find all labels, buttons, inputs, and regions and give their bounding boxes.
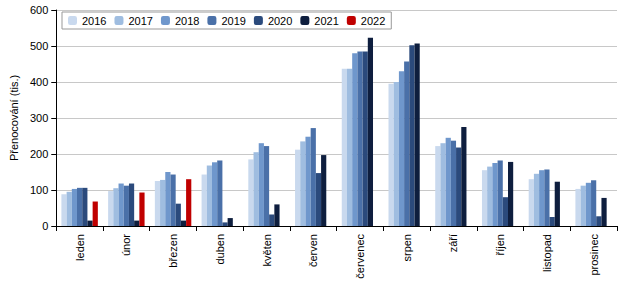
- svg-text:březen: březen: [167, 234, 179, 268]
- svg-text:leden: leden: [74, 234, 86, 261]
- svg-text:2017: 2017: [128, 15, 152, 27]
- svg-text:100: 100: [30, 184, 48, 196]
- svg-text:srpen: srpen: [401, 234, 413, 262]
- svg-text:2018: 2018: [175, 15, 199, 27]
- svg-text:2019: 2019: [221, 15, 245, 27]
- svg-text:2021: 2021: [314, 15, 338, 27]
- svg-text:2016: 2016: [82, 15, 106, 27]
- svg-text:2020: 2020: [268, 15, 292, 27]
- svg-text:300: 300: [30, 112, 48, 124]
- svg-text:2022: 2022: [361, 15, 385, 27]
- svg-text:červenec: červenec: [354, 234, 366, 279]
- svg-text:září: září: [447, 234, 459, 252]
- svg-text:600: 600: [30, 4, 48, 16]
- svg-text:prosinec: prosinec: [588, 234, 600, 276]
- svg-text:červen: červen: [307, 234, 319, 267]
- svg-text:Přenocování (tis.): Přenocování (tis.): [8, 75, 20, 161]
- svg-text:květen: květen: [261, 234, 273, 266]
- svg-text:listopad: listopad: [541, 234, 553, 272]
- svg-text:říjen: říjen: [494, 234, 506, 255]
- svg-text:duben: duben: [214, 234, 226, 265]
- svg-text:200: 200: [30, 148, 48, 160]
- svg-text:400: 400: [30, 76, 48, 88]
- svg-text:únor: únor: [120, 234, 132, 256]
- svg-text:0: 0: [42, 220, 48, 232]
- svg-text:500: 500: [30, 40, 48, 52]
